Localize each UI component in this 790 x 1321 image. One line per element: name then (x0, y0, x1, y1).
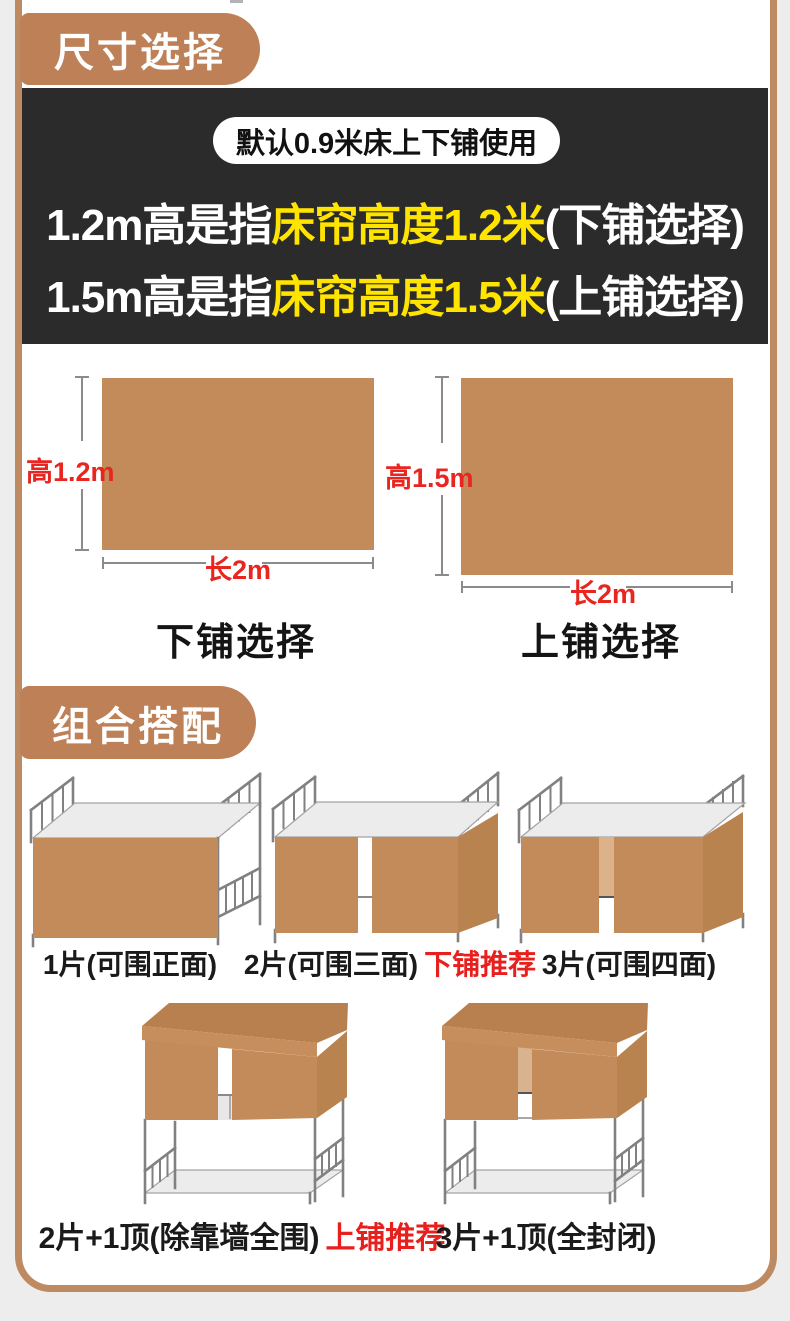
dim-cap (102, 557, 104, 569)
default-size-pill: 默认0.9米床上下铺使用 (213, 117, 560, 164)
dim-hline (626, 586, 733, 588)
dim-cap (75, 376, 89, 378)
combo-label: 2片(可围三面) (243, 949, 419, 980)
dim-hline (102, 562, 206, 564)
headline-lower-bunk: 1.2m高是指床帘高度1.2米(下铺选择) (22, 189, 768, 253)
section-badge-combo: 组合搭配 (20, 686, 256, 759)
curtain-side (317, 1031, 347, 1118)
dim-cap (75, 549, 89, 551)
headline2-suffix: (上铺选择) (544, 273, 745, 322)
bed-illustration-3-panels (517, 774, 747, 944)
bunk-frame (443, 1095, 645, 1205)
curtain-back-through-gap (518, 1047, 532, 1093)
roof-fascia (442, 1026, 617, 1057)
curtain-front-right (532, 1049, 617, 1120)
headline2-highlight: 床帘高度1.5米 (271, 273, 545, 322)
headline1-prefix: 1.2m高是指 (46, 201, 272, 250)
size-rect-upper (461, 378, 733, 575)
combo-caption-3: 3片(可围四面) (519, 943, 739, 983)
curtain-side (458, 813, 498, 933)
roof-top (442, 1003, 648, 1043)
curtain-front-left (275, 837, 358, 933)
dim-hline (262, 562, 374, 564)
curtain-front-right (614, 837, 703, 933)
combo-label: 3片(可围四面) (541, 949, 717, 980)
combo-caption-1: 1片(可围正面) (20, 943, 240, 983)
curtain-side (703, 812, 743, 933)
dim-vline (441, 495, 443, 576)
curtain-front-left (145, 1040, 218, 1120)
gap-deck-glimpse (218, 1095, 232, 1120)
headline2-prefix: 1.5m高是指 (46, 273, 272, 322)
size-note-panel: 默认0.9米床上下铺使用 1.2m高是指床帘高度1.2米(下铺选择) 1.5m高… (22, 88, 768, 344)
curtain-front-right (232, 1049, 317, 1120)
dim-hline (461, 586, 570, 588)
bed-illustration-2-panels (271, 771, 500, 944)
length-label-upper: 长2m (570, 579, 637, 609)
headline1-suffix: (下铺选择) (544, 201, 745, 250)
section-badge-size-label: 尺寸选择 (54, 31, 226, 75)
bed-illustration-3-panels-roof (442, 1003, 648, 1205)
dim-cap (372, 557, 374, 569)
combo-label: 3片+1顶(全封闭) (435, 1222, 657, 1255)
combo-tag-recommended: 下铺推荐 (424, 949, 537, 980)
bed-illustration-1-panel (29, 772, 262, 948)
dim-vline (81, 377, 83, 441)
bed-deck (273, 801, 500, 838)
curtain-front-right (372, 837, 458, 933)
headline1-highlight: 床帘高度1.2米 (271, 201, 545, 250)
combo-caption-5: 3片+1顶(全封闭) (421, 1213, 671, 1257)
curtain-side (617, 1031, 647, 1118)
bed-illustration-2-panels-roof (142, 1003, 348, 1205)
length-label-lower: 长2m (205, 555, 272, 585)
combo-label: 2片+1顶(除靠墙全围) (38, 1222, 320, 1255)
caption-lower-bunk: 下铺选择 (155, 622, 316, 664)
headline-upper-bunk: 1.5m高是指床帘高度1.5米(上铺选择) (22, 261, 768, 325)
bunk-frame (143, 1095, 345, 1205)
bed-deck (31, 802, 262, 839)
roof-top (142, 1003, 348, 1043)
curtain-front-panel (33, 838, 218, 938)
combo-tag-recommended: 上铺推荐 (325, 1222, 446, 1255)
combo-label: 1片(可围正面) (42, 949, 218, 980)
combo-caption-4: 2片+1顶(除靠墙全围) 上铺推荐 (39, 1213, 446, 1257)
height-label-upper: 高1.5m (385, 463, 474, 493)
dim-cap (731, 581, 733, 593)
combo-caption-2: 2片(可围三面) 下铺推荐 (244, 943, 536, 983)
curtain-back-through-gap (599, 837, 614, 897)
section-badge-combo-label: 组合搭配 (52, 704, 224, 749)
section-badge-size: 尺寸选择 (20, 13, 260, 85)
dim-vline (81, 489, 83, 551)
dim-cap (461, 581, 463, 593)
dim-cap (435, 574, 449, 576)
height-label-lower: 高1.2m (26, 457, 115, 487)
curtain-front-left (445, 1040, 518, 1120)
roof-fascia (142, 1026, 317, 1057)
curtain-front-left (521, 837, 599, 933)
default-size-pill-text: 默认0.9米床上下铺使用 (235, 127, 538, 160)
dim-cap (435, 376, 449, 378)
top-artifact (230, 0, 243, 3)
size-rect-lower (102, 378, 374, 550)
caption-upper-bunk: 上铺选择 (520, 622, 681, 664)
dim-vline (441, 377, 443, 443)
